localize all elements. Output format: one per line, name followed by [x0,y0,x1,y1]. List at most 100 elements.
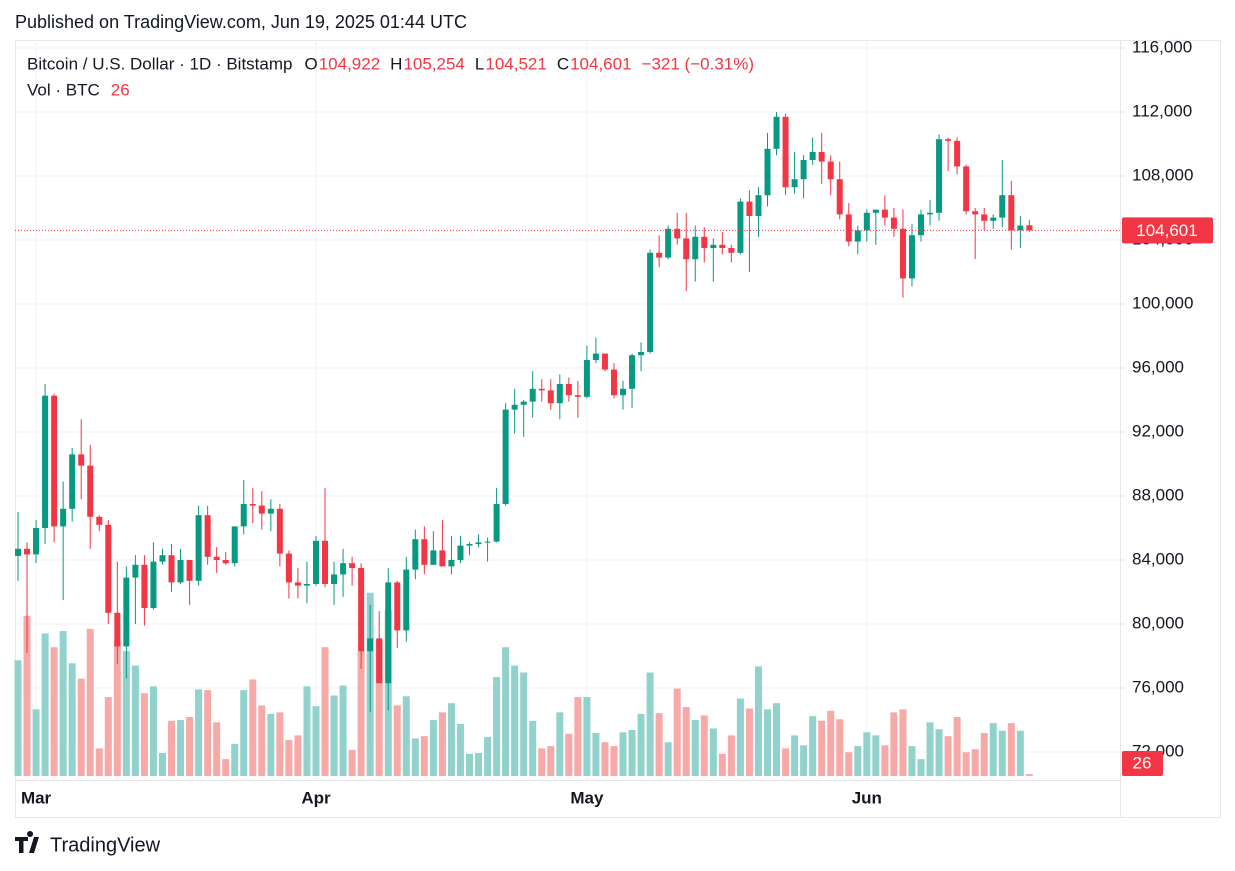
volume-bar [186,716,194,776]
candle-body [809,152,816,160]
candle-body [69,454,76,509]
candle-body [204,515,211,557]
change-label: −321 (−0.31%) [642,54,754,73]
candle-body [249,504,256,506]
candle-body [899,228,906,279]
candle-body [746,201,753,216]
volume-bar [709,728,717,776]
volume-bar [357,650,365,776]
volume-value: 26 [111,80,130,99]
candle-body [484,541,491,543]
candle-body [529,388,536,402]
volume-bar [285,739,293,776]
candle-body [728,248,735,253]
candle-body [755,195,762,216]
volume-bar [104,697,112,776]
volume-bar [249,679,257,776]
volume-bar [646,672,654,776]
candle-body [719,244,726,248]
volume-bar [673,688,681,776]
candle-body [33,528,40,555]
volume-bar [935,729,943,776]
volume-bar [502,647,510,776]
volume-bar [881,745,889,776]
x-tick-label: Mar [21,788,52,807]
candle-body [737,201,744,253]
candle-body [710,244,717,248]
volume-bar [655,713,663,776]
candle-body [312,540,319,584]
volume-bar [149,686,157,776]
volume-bar [908,746,916,776]
candle-body [927,212,934,215]
candle-body [87,465,94,517]
ohlc-value: 104,922 [319,54,380,73]
volume-bar [682,707,690,776]
volume-bar [718,753,726,776]
chart-frame [15,40,1221,818]
volume-bar [854,746,862,776]
volume-badge [1122,751,1163,776]
volume-bar [204,690,212,776]
volume-bar [23,615,31,776]
volume-bar [348,749,356,776]
volume-bar [41,633,49,776]
volume-bar [727,735,735,776]
volume-bar [231,743,239,776]
candle-body [457,545,464,560]
candle-body [990,217,997,221]
axes: 72,00076,00080,00084,00088,00092,00096,0… [15,37,1213,807]
volume-bar [754,666,762,776]
candles [15,112,1033,712]
volume-bar [122,651,130,776]
candle-body [601,353,608,370]
candle-body [782,116,789,188]
last-price-badge [1122,217,1213,244]
candle-body [999,195,1006,218]
volume-bar [475,753,483,776]
last-price-label: 104,601 [1136,221,1197,240]
volume-bar [601,742,609,776]
volume-bar [971,749,979,776]
volume-bar [691,720,699,776]
candle-body [547,390,554,404]
candle-body [105,524,112,613]
candle-body [322,540,329,584]
volume-bar [240,690,248,776]
volume-bar [574,697,582,776]
candle-body [258,505,265,514]
candle-body [647,252,654,352]
volume-bar [556,712,564,776]
candle-body [773,116,780,149]
candle-body [936,139,943,213]
candle-body [954,140,961,167]
volume-bar [782,748,790,776]
candle-body [1008,195,1015,231]
candle-body [51,395,58,527]
volume-bar [484,736,492,776]
volume-bar [592,733,600,776]
candle-body [863,212,870,231]
candle-body [764,148,771,196]
candle-body [845,214,852,242]
y-tick-label: 116,000 [1132,37,1192,56]
published-note: Published on TradingView.com, Jun 19, 20… [15,12,467,32]
candle-body [656,252,663,258]
candle-body [394,582,401,631]
candle-body [195,515,202,581]
candle-body [475,542,482,544]
candle-body [231,526,238,564]
brand: TradingView [15,831,161,856]
candle-body [836,179,843,215]
candle-body [42,395,49,528]
volume-bar [393,705,401,776]
volume-bar [700,715,708,776]
candle-body [574,395,581,397]
candle-body [349,563,356,568]
volume-bar [213,722,221,776]
volume-bar [113,641,121,776]
volume-bar [800,745,808,776]
ohlc-value: 104,521 [485,54,546,73]
candle-body [629,355,636,389]
volume-bar [619,732,627,776]
